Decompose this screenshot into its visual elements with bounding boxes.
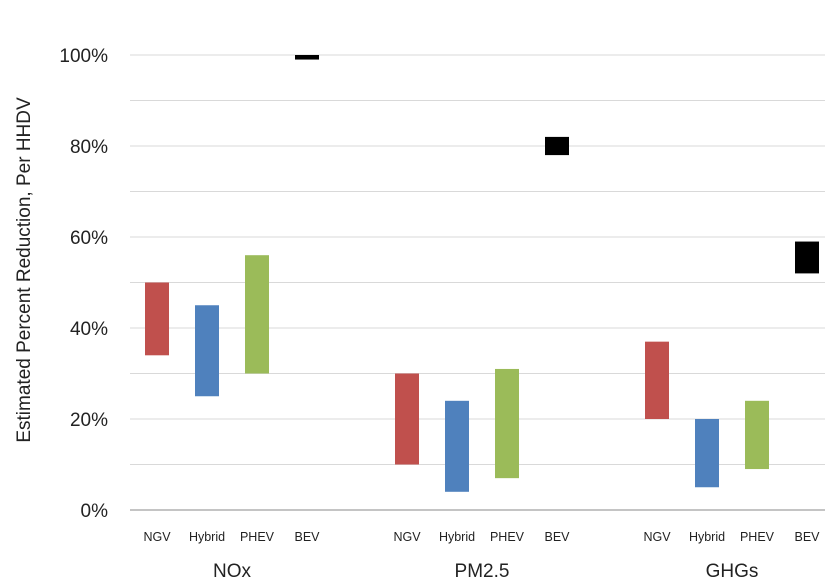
- y-tick-label: 40%: [70, 319, 108, 340]
- y-axis-tick-labels: 0% 20% 40% 60% 80% 100%: [59, 46, 108, 522]
- range-bar-nox-bev: [295, 55, 319, 60]
- range-bar-nox-ngv: [145, 282, 169, 356]
- group-labels: NOx PM2.5 GHGs: [213, 561, 758, 582]
- category-label: BEV: [794, 530, 820, 544]
- gridlines: [130, 54, 825, 511]
- range-bar-ghgs-ngv: [645, 341, 669, 419]
- y-axis-label: Estimated Percent Reduction, Per HHDV: [14, 97, 35, 443]
- range-bar-ghgs-phev: [745, 400, 769, 470]
- range-bar-pm25-phev: [495, 368, 519, 479]
- y-tick-label: 0%: [81, 501, 109, 522]
- category-label: Hybrid: [689, 530, 725, 544]
- y-tick-label: 80%: [70, 137, 108, 158]
- category-label: NGV: [643, 530, 671, 544]
- category-labels: NGV Hybrid PHEV BEV NGV Hybrid PHEV BEV NGV Hybri…: [143, 530, 820, 544]
- category-label: Hybrid: [439, 530, 475, 544]
- y-tick-label: 60%: [70, 228, 108, 249]
- category-label: PHEV: [740, 530, 775, 544]
- category-label: PHEV: [240, 530, 275, 544]
- y-tick-label: 100%: [59, 46, 108, 67]
- group-label: PM2.5: [455, 561, 510, 582]
- category-label: Hybrid: [189, 530, 225, 544]
- category-label: NGV: [143, 530, 171, 544]
- category-label: PHEV: [490, 530, 525, 544]
- range-bar-ghgs-hybrid: [695, 419, 719, 488]
- range-bar-nox-phev: [245, 255, 269, 374]
- range-bar-pm25-hybrid: [445, 400, 469, 492]
- range-bar-pm25-ngv: [395, 373, 419, 465]
- range-bars: [145, 55, 819, 492]
- y-tick-label: 20%: [70, 410, 108, 431]
- category-label: BEV: [544, 530, 570, 544]
- range-bar-pm25-bev: [545, 136, 569, 156]
- range-bar-nox-hybrid: [195, 305, 219, 397]
- category-label: NGV: [393, 530, 421, 544]
- range-bar-ghgs-bev: [795, 241, 819, 274]
- group-label: GHGs: [706, 561, 759, 582]
- group-label: NOx: [213, 561, 252, 582]
- category-label: BEV: [294, 530, 320, 544]
